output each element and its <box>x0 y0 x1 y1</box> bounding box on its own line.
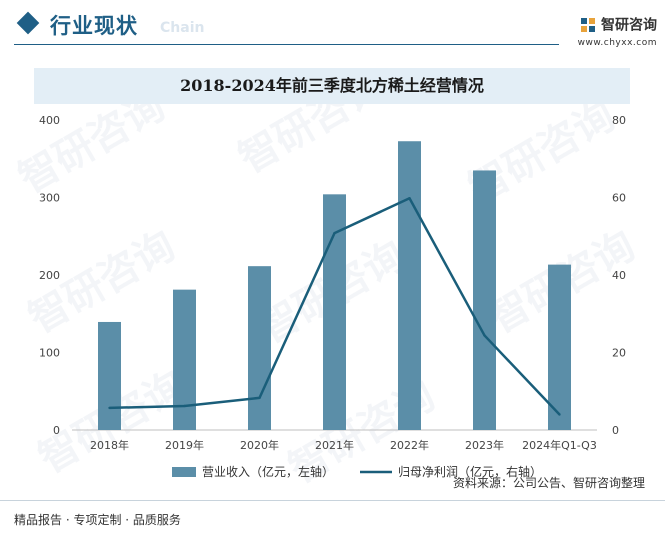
page-header: 行业现状 Chain 智研咨询 www.chyxx.com <box>0 0 665 56</box>
y-right-tick-label: 0 <box>612 424 619 437</box>
header-divider <box>14 44 559 45</box>
x-tick-label: 2023年 <box>465 438 504 452</box>
x-tick-label: 2024年Q1-Q3 <box>522 438 597 452</box>
x-tick-label: 2022年 <box>390 438 429 452</box>
chart-canvas: 0 100 200 300 400 0 20 40 60 80 2018年 2019年 2020年 202… <box>39 114 626 479</box>
legend-revenue-label: 营业收入（亿元，左轴） <box>202 464 334 479</box>
x-tick-label: 2020年 <box>240 438 279 452</box>
net-profit-point <box>258 396 261 400</box>
brand-name: 智研咨询 <box>601 17 657 34</box>
y-right-tick-label: 20 <box>612 347 626 360</box>
brand-logo-icon <box>580 17 595 32</box>
net-profit-point <box>408 197 411 200</box>
x-tick-label: 2019年 <box>165 438 204 452</box>
legend-revenue-swatch <box>172 467 196 477</box>
revenue-bar <box>548 264 571 430</box>
brand-block: 智研咨询 www.chyxx.com <box>547 14 657 48</box>
y-left-tick-label: 100 <box>39 347 60 360</box>
revenue-bar <box>98 321 121 430</box>
revenue-bar <box>248 266 271 430</box>
net-profit-point <box>333 231 336 235</box>
revenue-bar <box>173 289 196 430</box>
net-profit-point <box>183 404 186 408</box>
net-profit-point <box>483 334 486 337</box>
brand-url: www.chyxx.com <box>577 37 657 48</box>
section-subtitle: Chain <box>160 20 205 36</box>
net-profit-point <box>558 413 561 416</box>
footer-divider <box>0 500 665 501</box>
x-tick-label: 2021年 <box>315 438 354 452</box>
y-right-tick-label: 40 <box>612 269 626 282</box>
revenue-bar <box>323 194 346 430</box>
footer-tagline: 精品报告 · 专项定制 · 品质服务 <box>14 513 181 527</box>
y-left-tick-label: 200 <box>39 269 60 282</box>
chart-title: 2018-2024年前三季度北方稀土经营情况 <box>34 68 630 104</box>
y-right-tick-label: 60 <box>612 192 626 205</box>
y-left-tick-label: 300 <box>39 192 60 205</box>
legend-profit-label: 归母净利润（亿元，右轴） <box>398 464 542 479</box>
revenue-bar <box>473 170 496 430</box>
y-left-tick-label: 400 <box>39 114 60 127</box>
y-right-tick-label: 80 <box>612 114 626 127</box>
section-title: 行业现状 <box>50 14 138 38</box>
y-left-tick-label: 0 <box>53 424 60 437</box>
revenue-bar <box>398 141 421 431</box>
net-profit-point <box>108 406 111 410</box>
x-tick-label: 2018年 <box>90 438 129 452</box>
source-note: 资料来源：公司公告、智研咨询整理 <box>452 476 645 490</box>
